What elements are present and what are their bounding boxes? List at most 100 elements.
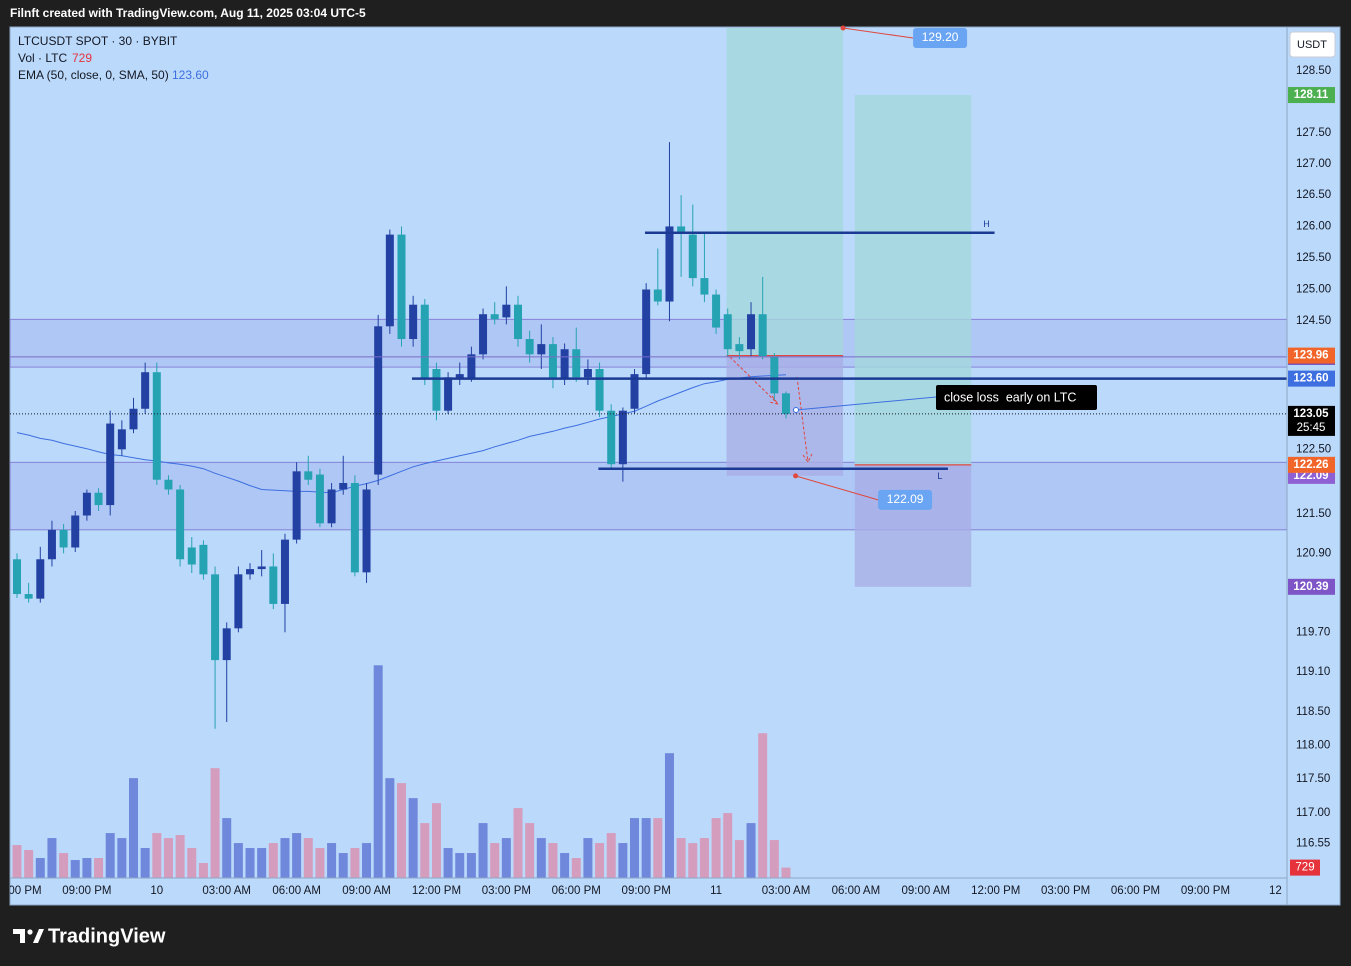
legend-volume: Vol · LTC (18, 51, 67, 65)
candle-body (246, 569, 255, 575)
candle-body (560, 349, 569, 379)
volume-bar (280, 838, 290, 878)
volume-bar (373, 665, 383, 878)
candle-body (502, 304, 511, 318)
x-tick-label: 03:00 AM (762, 885, 811, 897)
volume-bar (385, 778, 395, 878)
volume-bar (315, 848, 325, 878)
brand: TradingView (48, 925, 166, 947)
note-link (795, 396, 937, 411)
currency: USDT (1297, 39, 1327, 51)
volume-bar (12, 845, 22, 878)
candle-body (36, 559, 45, 599)
volume-bar (746, 823, 756, 878)
volume-bar (618, 843, 628, 878)
candle-body (129, 408, 138, 430)
volume-bar (781, 867, 791, 878)
candle-body (770, 356, 779, 394)
volume-bar (723, 813, 733, 878)
note-anchor (793, 407, 799, 413)
volume-bar (583, 838, 593, 878)
volume-bar (443, 848, 453, 878)
volume-bar (525, 823, 535, 878)
volume-bar (501, 838, 511, 878)
price-label: 122.26 (1293, 459, 1328, 471)
volume-bar (420, 823, 430, 878)
volume-bar (70, 860, 80, 878)
volume-bar (198, 863, 208, 878)
callout-box (878, 489, 933, 510)
y-tick-label: 118.50 (1296, 706, 1330, 718)
volume-bar (327, 843, 337, 878)
callout-line (795, 475, 879, 501)
volume-bar (664, 753, 674, 878)
volume-bar (257, 848, 267, 878)
y-tick-label: 121.50 (1296, 508, 1331, 520)
callout-dot (840, 25, 846, 31)
volume-bar (688, 843, 698, 878)
x-tick-label: 10 (150, 885, 163, 897)
volume-bar (187, 848, 197, 878)
zone (10, 461, 1287, 531)
volume-bar (536, 838, 546, 878)
x-tick-label: 09:00 PM (62, 885, 111, 897)
target-zone (726, 28, 844, 356)
volume-bar (630, 818, 640, 878)
candle-body (234, 574, 243, 629)
volume-bar (734, 840, 744, 878)
candle-body (607, 410, 616, 465)
header: Filnft created with TradingView.com, Aug… (10, 6, 366, 20)
volume-bar (431, 803, 441, 878)
x-tick-label: 09:00 AM (342, 885, 391, 897)
price-label: 122.09 (1293, 470, 1328, 482)
candle-body (409, 304, 418, 340)
volume-bar (233, 843, 243, 878)
volume-bar (758, 733, 768, 878)
x-tick-label: 03:00 PM (1041, 885, 1090, 897)
x-tick-label: 06:00 PM (1111, 885, 1160, 897)
volume-bar (408, 798, 418, 878)
candle-body (781, 393, 790, 414)
volume-bar (606, 833, 616, 878)
callout-label: 129.20 (922, 30, 959, 44)
volume-bar (769, 840, 779, 878)
volume-bar (560, 853, 570, 878)
y-tick-label: 119.10 (1296, 666, 1330, 678)
candle-body (304, 471, 313, 480)
volume-bar (676, 838, 686, 878)
candle-body (618, 410, 627, 465)
y-tick-label: 117.00 (1296, 807, 1330, 819)
volume-bar (35, 858, 45, 878)
candle-body (12, 559, 21, 595)
candle-body (420, 304, 429, 379)
candle-body (176, 489, 185, 560)
candle-body (94, 492, 103, 506)
x-tick-label: 12:00 PM (971, 885, 1020, 897)
stop-zone (726, 355, 844, 476)
last-price-box (1288, 405, 1335, 436)
currency-box[interactable] (1289, 31, 1336, 58)
volume-bar (152, 833, 162, 878)
volume-label-box (1290, 859, 1320, 876)
x-tick-label: 09:00 AM (902, 885, 951, 897)
candle-body (490, 314, 499, 320)
candle-body (723, 314, 732, 350)
x-tick-label: 11 (710, 885, 722, 897)
volume-bar (163, 838, 173, 878)
candle-body (187, 547, 196, 565)
volume-bar (595, 843, 605, 878)
candle-body (444, 377, 453, 411)
volume-bar (94, 858, 104, 878)
callout-line (843, 27, 914, 39)
volume-bar (222, 818, 232, 878)
volume-bar (292, 833, 302, 878)
candle-body (653, 289, 662, 302)
line-text: H (983, 219, 990, 229)
candle-body (47, 529, 56, 560)
candle-body (222, 628, 231, 661)
y-tick-label: 126.00 (1296, 220, 1331, 232)
y-tick-label: 119.70 (1296, 626, 1330, 638)
candle-body (548, 344, 557, 379)
candle-body (350, 482, 359, 573)
brand-logo (13, 929, 44, 943)
